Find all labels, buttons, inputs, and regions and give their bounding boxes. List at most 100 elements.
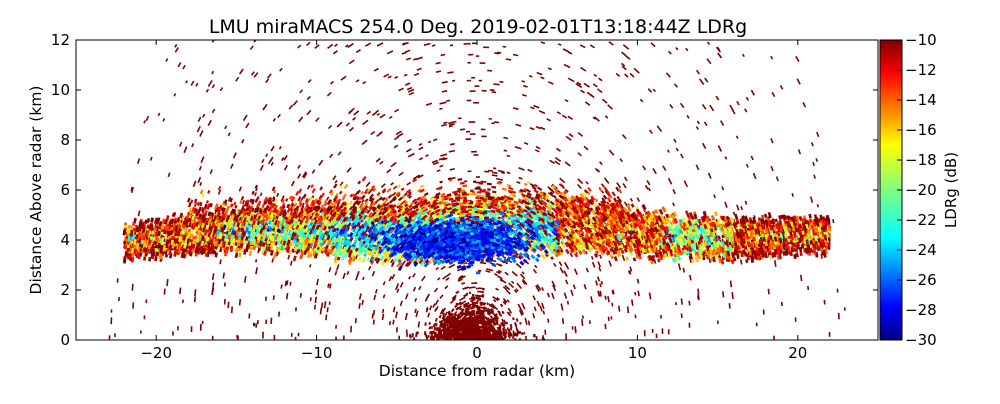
- radar-gate: [471, 297, 474, 298]
- radar-gate: [607, 252, 608, 255]
- radar-gate: [437, 327, 438, 330]
- radar-gate: [797, 221, 798, 226]
- radar-gate: [801, 275, 802, 281]
- radar-gate: [291, 261, 292, 266]
- radar-gate: [790, 240, 791, 244]
- radar-gate: [726, 246, 727, 251]
- radar-gate: [149, 257, 150, 261]
- radar-gate: [494, 122, 499, 123]
- radar-gate: [280, 244, 281, 249]
- radar-gate: [723, 291, 724, 297]
- radar-gate: [563, 318, 564, 324]
- radar-gate: [513, 331, 514, 337]
- radar-gate: [712, 250, 713, 255]
- radar-gate: [528, 321, 529, 326]
- radar-gate: [359, 303, 360, 309]
- radar-gate: [547, 200, 550, 202]
- radar-gate: [232, 307, 233, 314]
- radar-gate: [745, 201, 746, 205]
- radar-gate: [780, 215, 781, 219]
- radar-gate: [272, 259, 273, 263]
- radar-gate: [613, 290, 614, 295]
- radar-gate: [690, 275, 691, 281]
- radar-gate: [698, 289, 699, 294]
- radar-gate: [732, 292, 733, 299]
- radar-gate: [442, 82, 448, 83]
- radar-gate: [310, 230, 312, 234]
- radar-gate: [766, 253, 767, 258]
- radar-gate: [450, 45, 453, 46]
- radar-gate: [336, 214, 338, 217]
- radar-gate: [809, 240, 810, 244]
- radar-gate: [180, 288, 181, 295]
- radar-gate: [771, 220, 772, 224]
- radar-gate: [730, 219, 731, 223]
- radar-gate: [658, 259, 659, 262]
- chart-title: LMU miraMACS 254.0 Deg. 2019-02-01T13:18…: [209, 16, 747, 38]
- radar-gate: [362, 300, 363, 305]
- radar-gate: [229, 235, 230, 239]
- radar-gate: [347, 237, 348, 240]
- radar-gate: [759, 218, 760, 221]
- radar-gate: [815, 237, 816, 241]
- radar-gate: [810, 214, 811, 218]
- radar-gate: [628, 306, 629, 313]
- radar-gate: [503, 138, 508, 139]
- radar-gate: [446, 100, 450, 101]
- radar-gate: [720, 224, 721, 227]
- radar-gate: [729, 303, 730, 308]
- radar-gate: [347, 271, 348, 275]
- radar-gate: [432, 45, 436, 46]
- radar-gate: [304, 234, 306, 238]
- radar-gate: [775, 253, 776, 257]
- radar-gate: [315, 305, 316, 310]
- radar-gate: [762, 242, 763, 246]
- radar-gate: [167, 279, 168, 286]
- radar-gate: [798, 242, 799, 247]
- radar-gate: [328, 284, 329, 288]
- radar-gate: [167, 215, 168, 220]
- radar-gate: [601, 281, 602, 284]
- radar-gate: [794, 248, 795, 251]
- radar-gate: [357, 206, 359, 209]
- radar-gate: [563, 244, 565, 247]
- radar-gate: [797, 216, 798, 220]
- radar-gate: [276, 242, 277, 246]
- radar-gate: [691, 235, 692, 239]
- radar-gate: [792, 236, 793, 241]
- radar-gate: [500, 82, 504, 83]
- radar-gate: [195, 297, 196, 302]
- radar-gate: [356, 318, 357, 323]
- radar-gate: [503, 47, 507, 48]
- radar-gate: [372, 314, 373, 319]
- radar-gate: [735, 214, 737, 220]
- radar-gate: [236, 242, 237, 246]
- radar-gate: [294, 256, 296, 261]
- radar-gate: [384, 295, 385, 299]
- radar-gate: [450, 169, 455, 170]
- radar-gate: [140, 253, 141, 256]
- radar-gate: [699, 241, 700, 245]
- radar-gate: [368, 258, 370, 261]
- radar-gate: [460, 129, 465, 130]
- radar-gate: [383, 309, 384, 313]
- radar-gate: [741, 260, 742, 265]
- radar-gate: [436, 63, 441, 64]
- radar-gate: [213, 273, 214, 280]
- radar-gate: [666, 214, 667, 217]
- radar-gate: [282, 230, 284, 234]
- radar-gate: [326, 314, 327, 320]
- radar-gate: [551, 257, 553, 260]
- radar-gate: [698, 293, 699, 300]
- radar-gate: [274, 253, 276, 259]
- radar-gate: [507, 172, 511, 173]
- radar-gate: [612, 303, 613, 307]
- radar-gate: [660, 246, 661, 250]
- radar-gate: [132, 284, 133, 291]
- radar-gate: [723, 241, 724, 246]
- radar-gate: [638, 279, 639, 284]
- radar-gate: [244, 249, 245, 254]
- radar-gate: [719, 258, 720, 263]
- radar-gate: [746, 246, 747, 249]
